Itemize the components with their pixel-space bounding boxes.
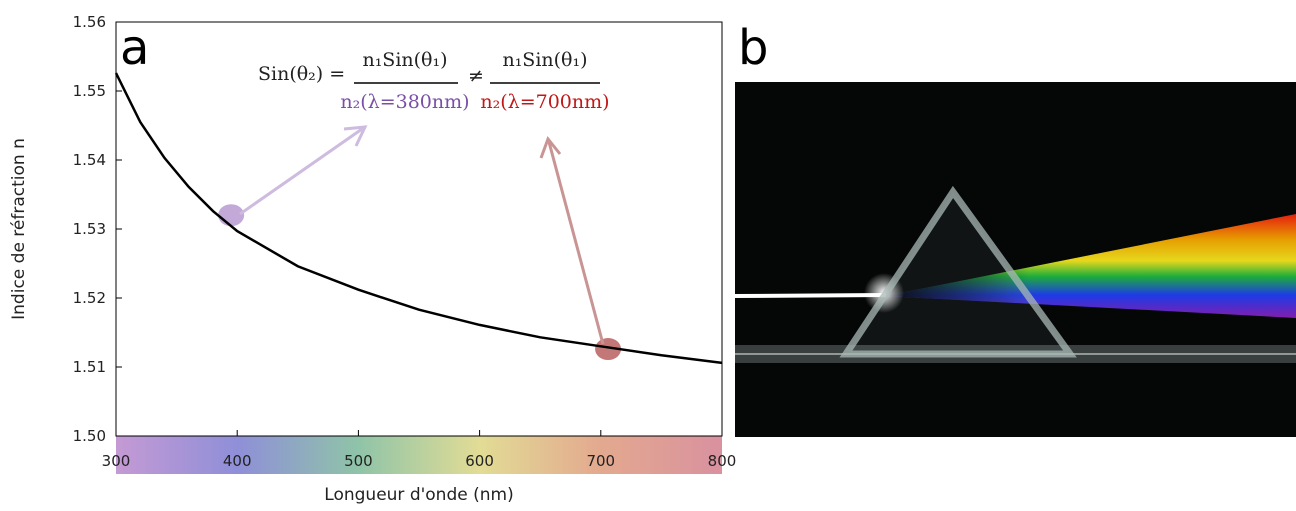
formula-numerator: n₁Sin(θ₁) <box>502 49 587 71</box>
formula-numerator: n₁Sin(θ₁) <box>362 49 447 71</box>
x-tick-label: 700 <box>586 452 615 470</box>
y-tick-label: 1.52 <box>73 289 106 307</box>
panel-label: a <box>120 20 149 76</box>
arrows <box>239 125 605 345</box>
y-tick-label: 1.54 <box>73 151 106 169</box>
x-tick-label: 300 <box>102 452 131 470</box>
highlight-point <box>218 204 245 227</box>
formula-denominator: n₂(λ=700nm) <box>480 91 609 113</box>
panel-label: b <box>738 20 768 76</box>
y-axis-label: Indice de réfraction n <box>9 138 29 320</box>
curve <box>114 72 723 365</box>
y-tick-label: 1.51 <box>73 358 106 376</box>
formula-denominator: n₂(λ=380nm) <box>340 91 469 113</box>
formula-neq: ≠ <box>468 65 484 87</box>
plot-frame <box>115 21 723 437</box>
x-tick-label: 400 <box>223 452 252 470</box>
formula-lhs: Sin(θ₂) = <box>258 63 345 85</box>
y-tick-label: 1.53 <box>73 220 106 238</box>
y-tick-label: 1.50 <box>73 427 106 445</box>
x-tick-label: 600 <box>465 452 494 470</box>
x-tick-label: 800 <box>708 452 737 470</box>
prism-photo <box>734 82 1296 437</box>
y-tick-label: 1.56 <box>73 13 106 31</box>
x-tick-label: 500 <box>344 452 373 470</box>
x-axis-label: Longueur d'onde (nm) <box>324 485 513 505</box>
y-tick-label: 1.55 <box>73 82 106 100</box>
spectrum-band <box>116 436 722 474</box>
